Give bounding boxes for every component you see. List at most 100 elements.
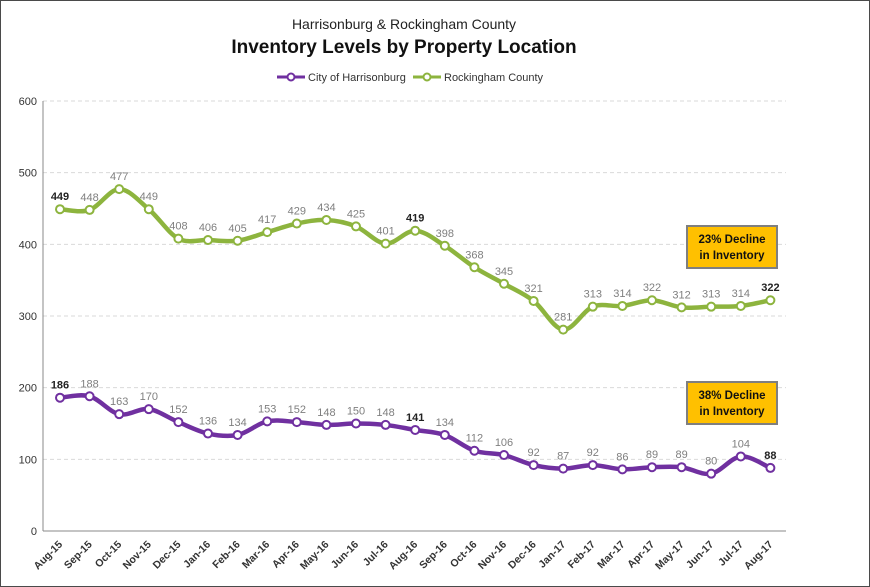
data-label-city-of-harrisonburg: 104	[732, 438, 750, 450]
y-tick-label: 200	[19, 383, 37, 395]
x-tick-label: Jan-17	[536, 539, 568, 571]
data-point-rockingham-county	[203, 235, 213, 246]
data-label-rockingham-county: 281	[554, 312, 572, 324]
data-point-city-of-harrisonburg	[321, 419, 332, 430]
data-point-city-of-harrisonburg	[706, 468, 717, 479]
callout-harrisonburg: 38% Decline in Inventory	[686, 381, 778, 425]
data-point-city-of-harrisonburg	[380, 419, 391, 430]
data-point-rockingham-county	[587, 301, 598, 312]
x-tick-label: Nov-16	[476, 539, 509, 572]
x-tick-label: Mar-16	[240, 539, 273, 572]
x-tick-label: Aug-16	[387, 539, 421, 573]
data-label-city-of-harrisonburg: 80	[705, 456, 717, 468]
data-label-rockingham-county: 449	[51, 191, 69, 203]
data-point-city-of-harrisonburg	[528, 460, 539, 471]
data-label-city-of-harrisonburg: 152	[288, 404, 306, 416]
data-label-city-of-harrisonburg: 89	[646, 449, 658, 461]
legend: City of Harrisonburg Rockingham County	[277, 72, 544, 84]
y-tick-label: 500	[19, 168, 37, 180]
callout-rockingham-line1: 23% Decline	[698, 234, 765, 246]
series	[55, 184, 776, 479]
data-label-rockingham-county: 419	[406, 213, 424, 225]
data-point-city-of-harrisonburg	[765, 462, 776, 473]
data-point-city-of-harrisonburg	[143, 404, 154, 415]
data-label-rockingham-county: 398	[436, 228, 454, 240]
x-tick-label: Aug-17	[742, 539, 776, 573]
data-label-rockingham-county: 405	[228, 223, 246, 235]
data-label-rockingham-county: 321	[524, 283, 542, 295]
data-label-rockingham-county: 368	[465, 249, 483, 261]
data-point-city-of-harrisonburg	[587, 460, 598, 471]
data-label-city-of-harrisonburg: 136	[199, 416, 217, 428]
data-point-rockingham-county	[706, 301, 717, 312]
data-point-city-of-harrisonburg	[617, 464, 628, 475]
x-tick-label: Oct-15	[93, 539, 125, 571]
data-point-city-of-harrisonburg	[439, 429, 450, 440]
x-tick-label: Sep-16	[417, 539, 450, 572]
data-point-city-of-harrisonburg	[114, 409, 125, 420]
data-point-rockingham-county	[558, 324, 569, 335]
data-point-rockingham-county	[380, 238, 391, 249]
data-label-rockingham-county: 313	[584, 289, 602, 301]
data-label-city-of-harrisonburg: 88	[764, 450, 776, 462]
legend-label-harrisonburg: City of Harrisonburg	[308, 72, 406, 84]
data-point-rockingham-county	[410, 225, 421, 236]
data-point-rockingham-county	[469, 262, 480, 273]
data-label-city-of-harrisonburg: 89	[675, 449, 687, 461]
data-label-rockingham-county: 477	[110, 171, 128, 183]
data-point-rockingham-county	[676, 302, 687, 313]
data-label-rockingham-county: 449	[140, 191, 158, 203]
data-point-rockingham-county	[439, 240, 450, 251]
data-label-city-of-harrisonburg: 92	[587, 447, 599, 459]
data-label-city-of-harrisonburg: 150	[347, 406, 365, 418]
data-point-rockingham-county	[351, 221, 361, 232]
data-label-city-of-harrisonburg: 163	[110, 396, 128, 408]
data-point-city-of-harrisonburg	[262, 416, 273, 427]
data-label-rockingham-county: 417	[258, 214, 276, 226]
data-label-city-of-harrisonburg: 112	[466, 433, 484, 445]
data-label-rockingham-county: 314	[613, 288, 631, 300]
data-label-rockingham-county: 406	[199, 222, 217, 234]
data-point-rockingham-county	[499, 278, 509, 289]
data-label-city-of-harrisonburg: 134	[436, 417, 454, 429]
axes: 0100200300400500600Aug-15Sep-15Oct-15Nov…	[19, 96, 786, 572]
gridlines	[43, 100, 786, 460]
data-point-rockingham-county	[765, 295, 776, 306]
data-label-city-of-harrisonburg: 186	[51, 380, 69, 392]
data-label-city-of-harrisonburg: 170	[140, 391, 158, 403]
data-point-rockingham-county	[321, 214, 332, 225]
callout-box-harrisonburg	[686, 381, 778, 425]
x-tick-label: Sep-15	[62, 539, 95, 572]
callout-rockingham-line2: in Inventory	[699, 250, 765, 262]
data-point-city-of-harrisonburg	[410, 424, 421, 435]
data-label-city-of-harrisonburg: 106	[495, 437, 513, 449]
y-tick-label: 0	[31, 526, 37, 538]
x-tick-label: Oct-16	[448, 539, 480, 571]
data-label-rockingham-county: 345	[495, 266, 513, 278]
x-tick-label: May-16	[298, 539, 332, 573]
x-tick-label: Jan-16	[181, 539, 213, 571]
data-point-city-of-harrisonburg	[232, 429, 243, 440]
data-point-city-of-harrisonburg	[647, 462, 657, 473]
data-point-city-of-harrisonburg	[203, 428, 213, 439]
data-label-city-of-harrisonburg: 86	[616, 451, 628, 463]
y-tick-label: 600	[19, 96, 37, 108]
legend-label-rockingham: Rockingham County	[444, 72, 544, 84]
data-label-rockingham-county: 312	[672, 289, 690, 301]
data-point-city-of-harrisonburg	[173, 417, 184, 428]
x-tick-label: Feb-16	[210, 539, 243, 572]
x-tick-label: Apr-17	[625, 539, 657, 571]
x-tick-label: Jun-16	[329, 539, 362, 572]
x-tick-label: Dec-16	[506, 539, 539, 572]
data-label-rockingham-county: 429	[288, 206, 306, 218]
data-label-rockingham-county: 322	[761, 282, 779, 294]
callout-rockingham: 23% Decline in Inventory	[686, 225, 778, 269]
data-label-city-of-harrisonburg: 153	[258, 403, 276, 415]
data-point-rockingham-county	[143, 204, 154, 215]
data-point-city-of-harrisonburg	[469, 445, 480, 456]
x-tick-label: May-17	[653, 539, 687, 573]
legend-marker-harrisonburg	[286, 72, 296, 82]
data-point-rockingham-county	[262, 227, 273, 238]
data-label-city-of-harrisonburg: 92	[527, 447, 539, 459]
